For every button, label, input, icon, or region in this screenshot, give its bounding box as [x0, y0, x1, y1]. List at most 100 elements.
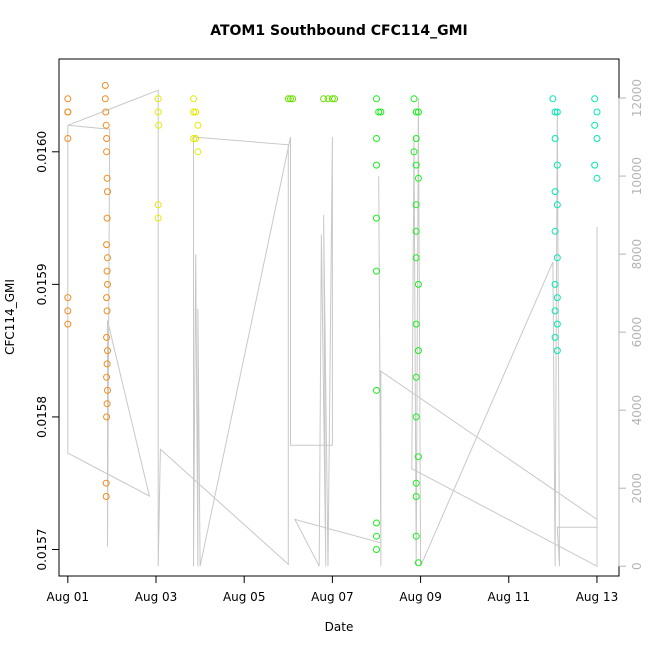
y2-tick-label: 4000 [630, 395, 644, 426]
data-point [104, 254, 111, 262]
data-point [553, 320, 561, 328]
data-point [412, 413, 420, 421]
data-point [103, 174, 111, 182]
data-point [154, 201, 162, 209]
data-point [103, 294, 111, 302]
data-point [553, 254, 561, 262]
data-point [412, 161, 420, 169]
data-point [103, 214, 111, 222]
data-point [412, 201, 420, 209]
data-point [551, 227, 559, 235]
data-point [104, 347, 111, 355]
data-point [414, 108, 422, 116]
data-point [412, 135, 420, 142]
data-point [102, 479, 110, 487]
data-point [284, 95, 292, 103]
chart-title: ATOM1 Southbound CFC114_GMI [210, 23, 468, 39]
y2-tick-label: 2000 [630, 473, 644, 504]
y2-tick-label: 0 [630, 562, 644, 570]
data-point [412, 532, 420, 540]
data-point [190, 135, 197, 142]
data-point [414, 559, 422, 567]
data-point [553, 161, 561, 169]
data-point [194, 121, 202, 129]
y2-tick-label: 12000 [630, 79, 644, 117]
data-point [103, 241, 111, 249]
data-point [553, 201, 561, 209]
data-point [551, 307, 559, 315]
data-point [412, 373, 420, 381]
x-axis: Aug 01 Aug 03 Aug 05 Aug 07 Aug 09 Aug 11 Aug … [47, 575, 619, 604]
data-point [103, 267, 111, 275]
data-point [551, 108, 559, 116]
data-point [591, 121, 599, 129]
data-point [320, 95, 328, 103]
data-point [64, 320, 72, 328]
data-point [373, 135, 380, 142]
data-point [103, 307, 111, 315]
data-point [551, 135, 559, 142]
scatter-points-layer [64, 82, 601, 567]
data-point [593, 135, 601, 142]
data-point [373, 386, 380, 394]
data-point [324, 95, 332, 103]
data-point [551, 333, 559, 341]
data-point [375, 108, 383, 116]
data-point [412, 254, 420, 262]
x-tick-label: Aug 07 [311, 590, 354, 604]
y2-axis: 0 2000 4000 6000 8000 10000 12000 [618, 79, 644, 570]
data-point [101, 95, 109, 103]
data-point [412, 227, 420, 235]
data-point [64, 95, 72, 103]
data-point [553, 347, 561, 355]
data-point [551, 188, 559, 196]
x-tick-label: Aug 13 [576, 590, 619, 604]
data-point [64, 135, 72, 142]
y2-tick-label: 8000 [630, 239, 644, 270]
y-tick-label: 0.0158 [35, 396, 49, 438]
data-point [103, 373, 111, 381]
y2-tick-label: 10000 [630, 157, 644, 195]
data-point [190, 95, 197, 103]
x-tick-label: Aug 03 [135, 590, 178, 604]
data-point [287, 95, 294, 103]
data-point [591, 95, 599, 103]
data-point [373, 161, 380, 169]
data-point [104, 280, 111, 288]
data-point [410, 95, 418, 103]
data-point [64, 294, 72, 302]
data-point [104, 188, 111, 196]
data-point [412, 479, 420, 487]
data-point [593, 174, 601, 182]
series-flight-aug03-aug04 [154, 95, 202, 222]
data-point [328, 95, 336, 103]
data-point [192, 135, 200, 142]
x-tick-label: Aug 09 [399, 590, 442, 604]
data-point [553, 108, 561, 116]
data-point [373, 546, 380, 553]
data-point [103, 413, 111, 421]
data-point [154, 108, 162, 116]
data-point [373, 214, 380, 222]
data-point [549, 95, 557, 103]
data-point [414, 347, 422, 355]
x-tick-label: Aug 11 [488, 590, 531, 604]
series-flight-aug08-aug09 [373, 95, 422, 567]
data-point [289, 95, 297, 103]
data-point [102, 108, 110, 116]
data-point [412, 493, 420, 500]
data-point [103, 135, 111, 142]
data-point [377, 108, 385, 116]
data-point [102, 493, 110, 500]
data-point [64, 108, 72, 116]
data-point [331, 95, 339, 103]
data-point [102, 121, 110, 129]
data-point [373, 95, 380, 103]
data-point [373, 267, 380, 275]
data-point [414, 280, 422, 288]
series-flight-aug01-aug02 [64, 82, 111, 500]
data-point [103, 360, 111, 368]
y2-tick-label: 6000 [630, 317, 644, 348]
altitude-line [67, 89, 598, 568]
